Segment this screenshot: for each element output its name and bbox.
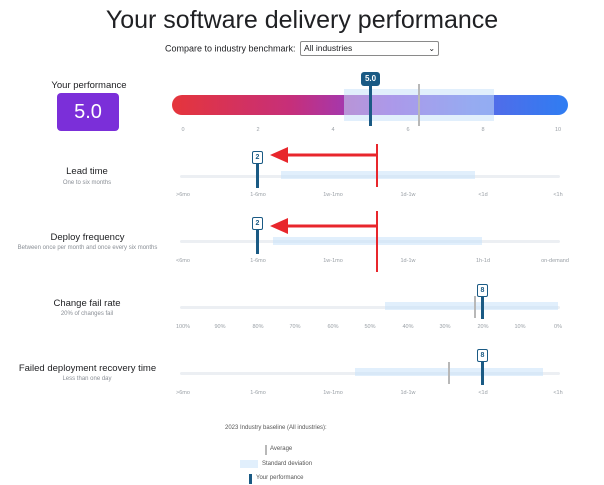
change-fail-rate-stddev-band xyxy=(385,302,558,310)
legend-yours-swatch xyxy=(249,474,252,484)
scale-tick: 2 xyxy=(256,127,260,133)
metric-subtitle-recovery-time: Less than one day xyxy=(62,376,112,382)
legend-title: 2023 Industry baseline (All industries): xyxy=(225,425,327,431)
red-arrows xyxy=(270,147,376,234)
recovery-time-average-line xyxy=(448,362,450,384)
metric-subtitle-change-fail-rate: 20% of changes fail xyxy=(60,311,114,317)
performance-marker-badge: 5.0 xyxy=(361,72,380,86)
deploy-frequency-tick: 1h-1d xyxy=(475,258,491,264)
metric-subtitle-lead-time: One to six months xyxy=(62,180,112,186)
recovery-time-marker-badge: 8 xyxy=(477,349,488,362)
change-fail-rate-marker-badge: 8 xyxy=(477,284,488,297)
lead-time-arrow-icon xyxy=(270,147,376,163)
lead-time-tick: 1w-1mo xyxy=(323,192,343,198)
lead-time-marker-line xyxy=(256,162,259,188)
legend-stddev-swatch xyxy=(240,460,258,468)
benchmark-select[interactable]: All industries ⌄ xyxy=(300,41,440,56)
change-fail-rate-tick: 10% xyxy=(514,324,526,330)
performance-score-box: 5.0 xyxy=(57,93,119,131)
lead-time-tick: 1-6mo xyxy=(250,192,266,198)
deploy-frequency-marker-badge: 2 xyxy=(252,217,263,230)
scale-tick: 8 xyxy=(481,127,485,133)
scale-tick: 6 xyxy=(406,127,410,133)
lead-time-average-line xyxy=(376,144,378,187)
lead-time-tick: >6mo xyxy=(176,192,190,198)
lead-time-marker-badge: 2 xyxy=(252,151,263,164)
metric-title-deploy-frequency: Deploy frequency xyxy=(50,232,125,243)
change-fail-rate-tick: 100% xyxy=(175,324,191,330)
recovery-time-tick: 1-6mo xyxy=(250,390,266,396)
deploy-frequency-marker-line xyxy=(256,228,259,254)
legend-yours-label: Your performance xyxy=(256,475,304,481)
recovery-time-tick: <1d xyxy=(478,390,488,396)
change-fail-rate-tick: 90% xyxy=(214,324,226,330)
page-title: Your software delivery performance xyxy=(105,6,499,34)
scale-tick: 10 xyxy=(554,127,562,133)
change-fail-rate-tick: 40% xyxy=(402,324,414,330)
benchmark-row: Compare to industry benchmark: All indus… xyxy=(0,41,604,56)
performance-average-line xyxy=(418,84,420,126)
recovery-time-tick: >6mo xyxy=(176,390,190,396)
deploy-frequency-tick: 1d-1w xyxy=(400,258,416,264)
recovery-time-tick: 1w-1mo xyxy=(323,390,343,396)
benchmark-selected-value: All industries xyxy=(304,43,353,53)
your-performance-label: Your performance xyxy=(51,80,127,91)
legend-stddev-label: Standard deviation xyxy=(262,461,313,467)
deploy-frequency-average-line xyxy=(376,211,378,272)
chevron-down-icon: ⌄ xyxy=(428,44,436,53)
change-fail-rate-average-line xyxy=(474,296,476,318)
change-fail-rate-marker-line xyxy=(481,294,484,319)
change-fail-rate-tick: 80% xyxy=(252,324,264,330)
change-fail-rate-track xyxy=(180,306,560,309)
change-fail-rate-tick: 60% xyxy=(327,324,339,330)
scale-tick: 4 xyxy=(331,127,335,133)
scale-tick: 0 xyxy=(181,127,185,133)
change-fail-rate-tick: 30% xyxy=(439,324,451,330)
recovery-time-tick: <1h xyxy=(553,390,563,396)
change-fail-rate-tick: 0% xyxy=(554,324,562,330)
metric-subtitle-deploy-frequency: Between once per month and once every si… xyxy=(17,245,158,251)
lead-time-tick: <1h xyxy=(553,192,563,198)
change-fail-rate-tick: 20% xyxy=(477,324,489,330)
benchmark-label: Compare to industry benchmark: xyxy=(164,43,296,54)
deploy-frequency-tick: 1w-1mo xyxy=(323,258,343,264)
legend-average-swatch xyxy=(265,445,267,455)
deploy-frequency-tick: on-demand xyxy=(541,258,569,264)
lead-time-tick: <1d xyxy=(478,192,488,198)
change-fail-rate-tick: 70% xyxy=(289,324,301,330)
metric-title-change-fail-rate: Change fail rate xyxy=(53,298,121,309)
recovery-time-marker-line xyxy=(481,360,484,385)
change-fail-rate-tick: 50% xyxy=(364,324,376,330)
legend-average-label: Average xyxy=(270,446,293,452)
deploy-frequency-tick: 1-6mo xyxy=(250,258,266,264)
performance-marker-line xyxy=(369,84,372,126)
metric-title-lead-time: Lead time xyxy=(66,166,108,177)
metric-title-recovery-time: Failed deployment recovery time xyxy=(18,363,157,374)
deploy-frequency-arrow-icon xyxy=(270,218,376,234)
lead-time-stddev-band xyxy=(281,171,475,179)
recovery-time-tick: 1d-1w xyxy=(400,390,416,396)
deploy-frequency-tick: <6mo xyxy=(176,258,190,264)
lead-time-tick: 1d-1w xyxy=(400,192,416,198)
